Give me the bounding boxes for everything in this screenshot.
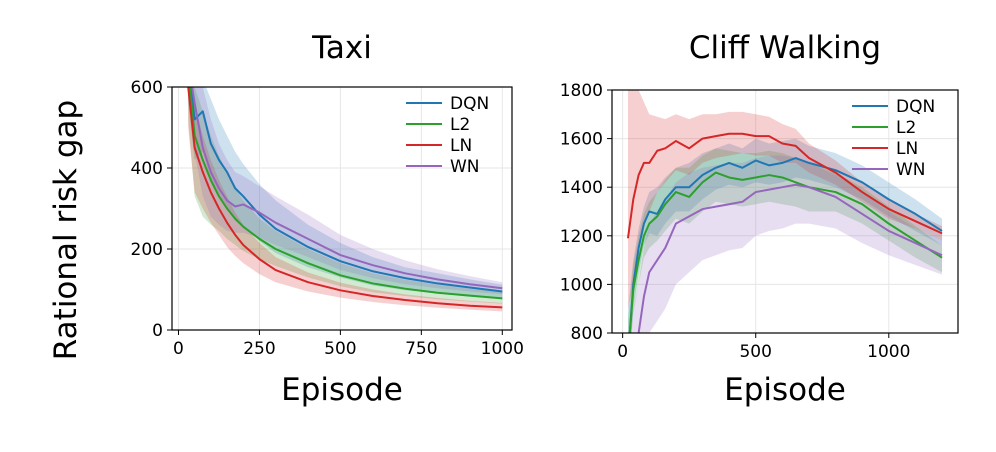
x-tick-label: 250 (243, 339, 275, 359)
taxi-plot-area (187, 87, 503, 312)
wn-series-line (191, 87, 503, 290)
wn-legend-label: WN (450, 157, 480, 177)
taxi-x-axis-label: Episode (281, 372, 403, 408)
y-tick-label: 1600 (560, 130, 603, 150)
y-tick-label: 800 (571, 324, 603, 344)
x-tick-label: 500 (324, 339, 356, 359)
l2-confidence-band (188, 87, 503, 304)
dqn-confidence-band (627, 138, 943, 333)
y-tick-label: 400 (131, 159, 163, 179)
y-tick-label: 200 (131, 240, 163, 260)
y-tick-label: 0 (152, 321, 163, 341)
dqn-confidence-band (188, 87, 503, 299)
x-tick-label: 1000 (867, 342, 910, 362)
l2-legend-label: L2 (896, 118, 916, 138)
ln-legend-label: LN (896, 139, 918, 159)
ln-series-line (187, 87, 503, 309)
y-tick-label: 1800 (560, 81, 603, 101)
y-tick-label: 600 (131, 78, 163, 98)
x-tick-label: 500 (739, 342, 771, 362)
wn-confidence-band (188, 87, 503, 295)
dqn-series-line (189, 87, 503, 293)
y-tick-label: 1400 (560, 178, 603, 198)
shared-y-axis-label: Rational risk gap (48, 100, 84, 360)
ln-confidence-band (627, 90, 943, 309)
x-tick-label: 0 (617, 342, 628, 362)
cliff-walking-plot-area (626, 90, 943, 333)
l2-series-line (188, 87, 503, 300)
y-tick-label: 1000 (560, 275, 603, 295)
l2-legend-label: L2 (450, 115, 470, 135)
dqn-legend-label: DQN (896, 97, 935, 117)
cliff-walking-x-axis-label: Episode (724, 372, 846, 408)
cliff-walking-title: Cliff Walking (689, 30, 881, 66)
dqn-series-line (628, 157, 943, 333)
y-tick-label: 1200 (560, 227, 603, 247)
chart-taxi: 0 250 500 750 1000 0 200 400 600 Taxi Episode DQNL2… (131, 30, 524, 408)
cliff-walking-axes-frame (611, 89, 959, 334)
wn-series-line (637, 183, 943, 333)
wn-confidence-band (627, 155, 943, 333)
l2-series-line (628, 171, 943, 333)
chart-cliff-walking: 0 500 1000 800 1000 1200 1400 1600 1800 Cliff Wal… (560, 30, 959, 408)
x-tick-label: 0 (173, 339, 184, 359)
wn-legend-label: WN (896, 160, 926, 180)
taxi-title: Taxi (311, 30, 372, 66)
l2-confidence-band (627, 148, 943, 333)
dqn-legend-label: DQN (450, 94, 489, 114)
ln-legend-label: LN (450, 136, 472, 156)
taxi-axes-frame (171, 86, 513, 331)
x-tick-label: 1000 (481, 339, 524, 359)
ln-series-line (626, 132, 943, 239)
ln-confidence-band (188, 87, 503, 312)
x-tick-label: 750 (405, 339, 437, 359)
